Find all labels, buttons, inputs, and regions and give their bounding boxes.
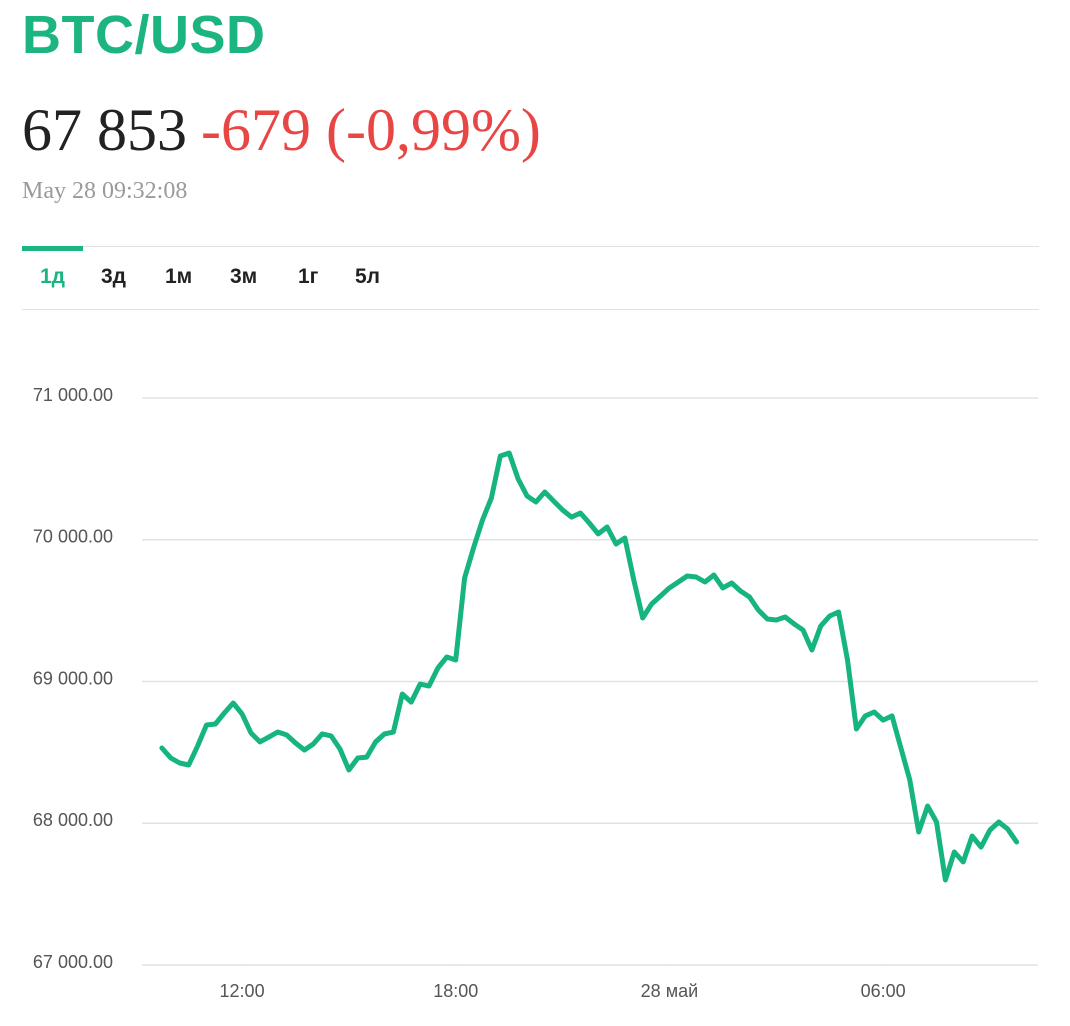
x-tick-label: 12:00 [220, 981, 265, 1001]
y-tick-label: 67 000.00 [33, 952, 113, 972]
tab[interactable]: 1м [165, 265, 193, 288]
x-tick-label: 06:00 [861, 981, 906, 1001]
tab[interactable]: 3д [101, 265, 127, 288]
price: 67 853 [22, 97, 187, 163]
chart: 67 000.00 68 000.00 69 000.00 70 000.00 71 0… [33, 385, 1038, 1001]
title: BTC/USD [22, 5, 266, 65]
timestamp: May 28 09:32:08 [22, 178, 188, 204]
tab[interactable]: 1д [21, 246, 84, 288]
tab[interactable]: 3м [230, 265, 258, 288]
change: -679 (-0,99%) [201, 97, 541, 163]
x-tick-label: 18:00 [433, 981, 478, 1001]
y-tick-label: 70 000.00 [33, 527, 113, 547]
y-tick-label: 69 000.00 [33, 668, 113, 688]
tab-bar: 1д 3д 1м 3м 1г 5л [21, 246, 1039, 310]
tab[interactable]: 5л [355, 265, 381, 288]
x-tick-label: 28 май [641, 981, 698, 1001]
quote: 67 853 -679 (-0,99%) [22, 96, 541, 165]
price-line [159, 450, 1020, 883]
y-tick-label: 71 000.00 [33, 385, 113, 405]
tab[interactable]: 1г [298, 265, 319, 288]
y-tick-label: 68 000.00 [33, 810, 113, 830]
